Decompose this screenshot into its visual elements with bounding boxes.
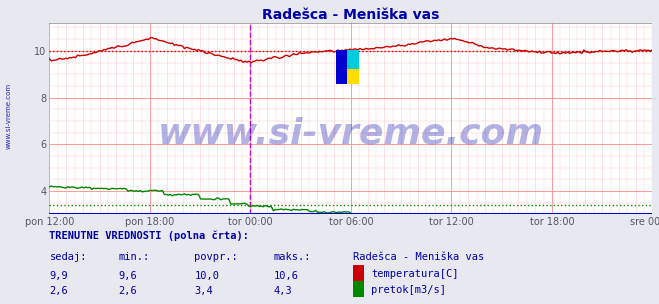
Text: maks.:: maks.: (273, 252, 311, 262)
Text: www.si-vreme.com: www.si-vreme.com (158, 117, 544, 151)
Text: min.:: min.: (119, 252, 150, 262)
Text: 3,4: 3,4 (194, 286, 213, 296)
Title: Radešca - Meniška vas: Radešca - Meniška vas (262, 8, 440, 22)
Text: Radešca - Meniška vas: Radešca - Meniška vas (353, 252, 484, 262)
Text: 2,6: 2,6 (119, 286, 137, 296)
Bar (347, 50, 358, 69)
Text: povpr.:: povpr.: (194, 252, 238, 262)
Text: 10,0: 10,0 (194, 271, 219, 281)
Text: pretok[m3/s]: pretok[m3/s] (371, 285, 446, 295)
Bar (336, 50, 347, 84)
Text: temperatura[C]: temperatura[C] (371, 269, 459, 279)
Text: www.si-vreme.com: www.si-vreme.com (5, 82, 11, 149)
Text: 4,3: 4,3 (273, 286, 292, 296)
Text: sedaj:: sedaj: (49, 252, 87, 262)
Text: TRENUTNE VREDNOSTI (polna črta):: TRENUTNE VREDNOSTI (polna črta): (49, 230, 249, 241)
Text: 9,9: 9,9 (49, 271, 68, 281)
Text: 9,6: 9,6 (119, 271, 137, 281)
Text: 2,6: 2,6 (49, 286, 68, 296)
Bar (336, 50, 358, 84)
Text: 10,6: 10,6 (273, 271, 299, 281)
